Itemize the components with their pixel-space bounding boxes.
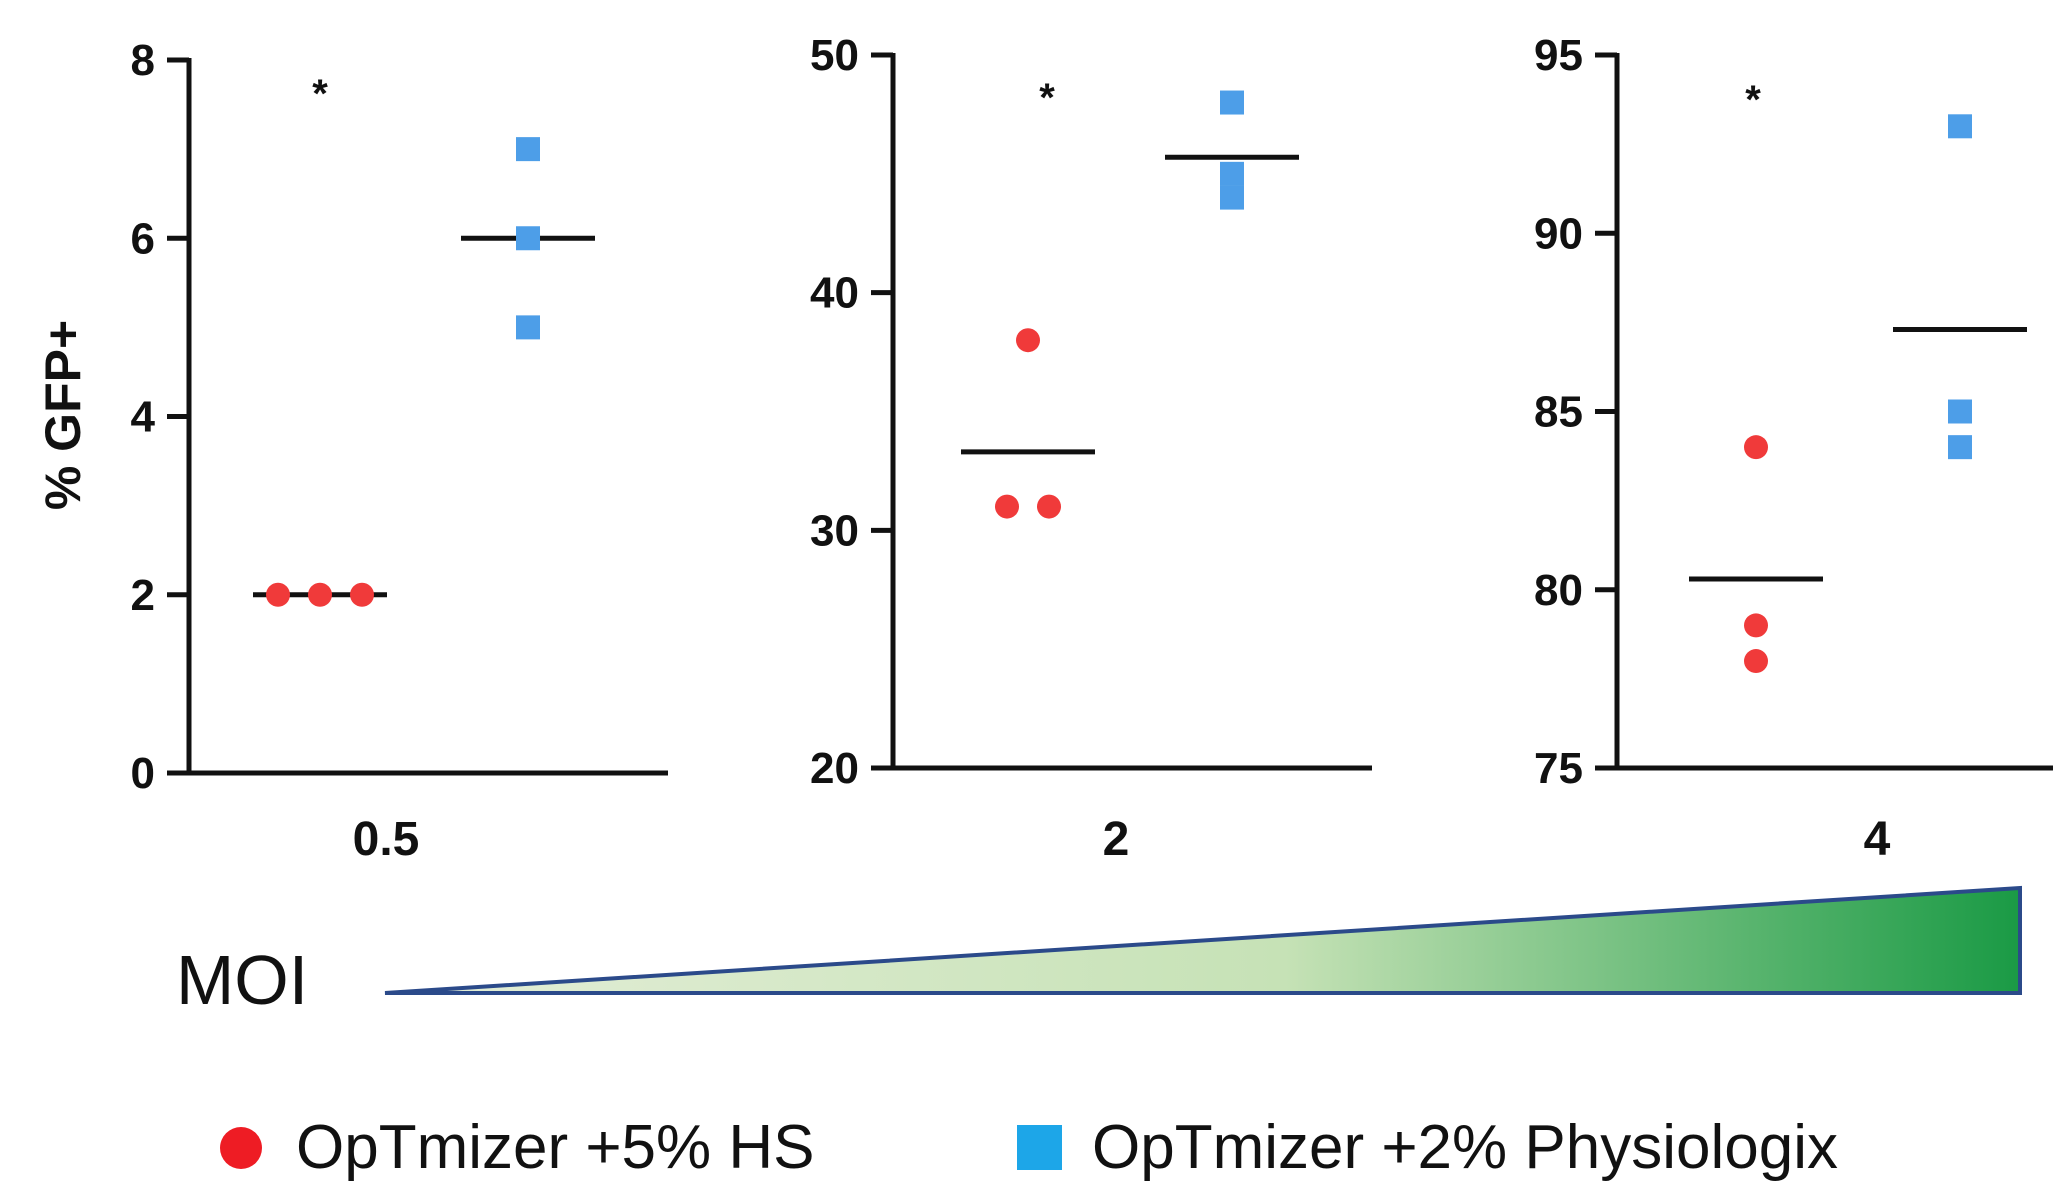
y-tick-label: 4 — [131, 393, 156, 442]
data-point-hs — [1744, 613, 1768, 638]
data-point-physiologix — [516, 226, 540, 251]
chart-panel-moi-0.5: 0 2 4 6 8 0.5 * — [131, 36, 668, 866]
chart-panel-moi-2: 20 30 40 50 2 * — [810, 31, 1372, 866]
data-point-physiologix — [516, 315, 540, 340]
legend-label-physiologix: OpTmizer +2% Physiologix — [1092, 1113, 1838, 1182]
y-tick-label: 20 — [810, 744, 859, 793]
data-point-hs — [1037, 494, 1061, 519]
legend-label-hs: OpTmizer +5% HS — [296, 1113, 815, 1182]
data-point-hs — [308, 582, 332, 607]
data-point-hs — [266, 582, 290, 607]
y-tick-label: 90 — [1534, 209, 1583, 258]
significance-marker: * — [1745, 78, 1761, 122]
significance-marker: * — [312, 72, 328, 116]
data-point-physiologix — [1948, 435, 1972, 460]
data-point-physiologix — [1220, 90, 1244, 115]
y-tick-label: 30 — [810, 506, 859, 555]
group-label: 2 — [1103, 813, 1130, 866]
y-tick-label: 50 — [810, 31, 859, 80]
significance-marker: * — [1039, 76, 1055, 120]
y-tick-label: 80 — [1534, 566, 1583, 615]
legend-marker-hs — [220, 1127, 262, 1169]
data-point-hs — [995, 494, 1019, 519]
moi-label: MOI — [176, 941, 308, 1019]
data-point-hs — [1744, 435, 1768, 460]
chart-panel-moi-4: 75 80 85 90 95 4 * — [1534, 31, 2053, 866]
legend: OpTmizer +5% HS OpTmizer +2% Physiologix — [220, 1113, 1838, 1182]
group-label: 4 — [1864, 813, 1891, 866]
moi-gradient-wedge — [384, 885, 2022, 995]
data-point-physiologix — [1220, 185, 1244, 210]
data-point-hs — [1744, 649, 1768, 674]
y-tick-label: 85 — [1534, 388, 1583, 437]
y-tick-label: 40 — [810, 269, 859, 318]
y-tick-label: 2 — [131, 571, 155, 620]
y-axis-title: % GFP+ — [35, 320, 91, 510]
data-point-physiologix — [1220, 161, 1244, 186]
group-label: 0.5 — [353, 813, 420, 866]
data-point-physiologix — [516, 137, 540, 162]
y-tick-label: 95 — [1534, 31, 1583, 80]
legend-marker-physiologix — [1017, 1125, 1062, 1170]
data-point-hs — [1016, 328, 1040, 353]
data-point-physiologix — [1948, 399, 1972, 424]
y-tick-label: 75 — [1534, 744, 1583, 793]
y-tick-label: 6 — [131, 214, 155, 263]
data-point-physiologix — [1948, 114, 1972, 139]
data-point-hs — [350, 582, 374, 607]
y-tick-label: 0 — [131, 749, 155, 798]
y-tick-label: 8 — [131, 36, 155, 85]
